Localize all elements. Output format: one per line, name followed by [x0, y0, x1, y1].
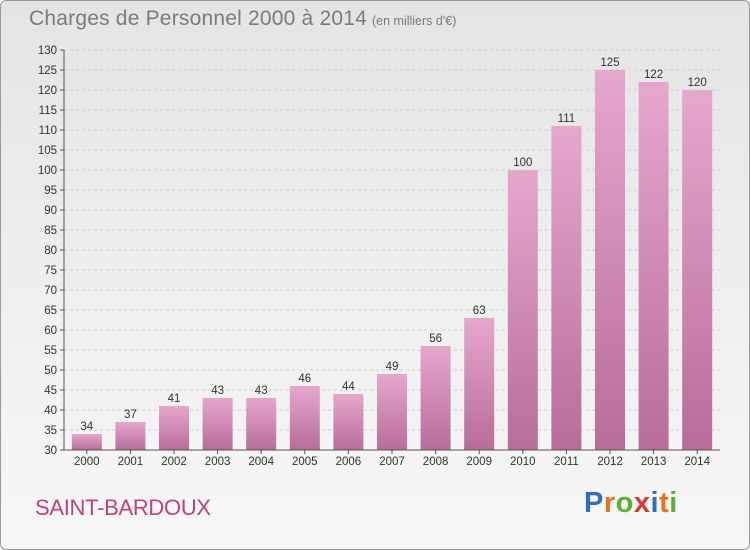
- brand-letter: P: [584, 487, 604, 519]
- labels: 30 35 40 45 50 55 60 65 70 75 80 85 90 95 100 105 110 115…: [38, 45, 711, 468]
- y-tick-label: 120: [38, 85, 57, 97]
- y-tick-label: 30: [44, 445, 57, 457]
- chart-subtitle: (en milliers d'€): [372, 14, 457, 28]
- x-tick-label-2012: 2012: [597, 456, 623, 468]
- brand-letter: t: [659, 487, 670, 519]
- value-label-2006: 44: [342, 381, 355, 393]
- value-label-2010: 100: [513, 157, 532, 169]
- x-tick-label-2013: 2013: [641, 456, 667, 468]
- y-tick-label: 105: [38, 145, 57, 157]
- bar-2011: [551, 126, 582, 450]
- bar-2004: [246, 398, 277, 450]
- value-label-2004: 43: [255, 385, 268, 397]
- y-tick-label: 125: [38, 65, 57, 77]
- value-label-2011: 111: [558, 113, 575, 125]
- x-tick-label-2014: 2014: [684, 456, 710, 468]
- brand-letter: r: [603, 487, 616, 519]
- x-tick-label-2000: 2000: [74, 456, 100, 468]
- bar-2003: [202, 398, 233, 450]
- x-tick-label-2003: 2003: [205, 456, 231, 468]
- bar-2001: [115, 422, 146, 450]
- bar-2014: [682, 90, 713, 450]
- y-tick-label: 115: [39, 105, 57, 117]
- value-label-2002: 41: [168, 393, 181, 405]
- value-label-2003: 43: [211, 385, 224, 397]
- x-tick-label-2005: 2005: [292, 456, 318, 468]
- x-tick-label-2009: 2009: [466, 456, 492, 468]
- value-label-2005: 46: [298, 373, 311, 385]
- value-label-2007: 49: [386, 361, 399, 373]
- proxiti-logo: Proxiti: [584, 487, 678, 520]
- y-tick-label: 110: [39, 125, 57, 137]
- bar-2002: [159, 406, 189, 450]
- value-label-2009: 63: [473, 305, 486, 317]
- bar-2012: [595, 70, 625, 450]
- x-tick-label-2010: 2010: [510, 456, 536, 468]
- y-tick-label: 50: [44, 365, 57, 377]
- bar-2006: [333, 394, 364, 450]
- value-label-2008: 56: [429, 333, 442, 345]
- value-label-2013: 122: [644, 69, 663, 81]
- value-label-2014: 120: [688, 77, 707, 89]
- brand-letter: x: [633, 487, 651, 519]
- y-tick-label: 95: [44, 185, 57, 197]
- y-tick-label: 60: [44, 325, 57, 337]
- y-tick-label: 75: [44, 265, 57, 277]
- bars: [71, 70, 713, 450]
- y-tick-label: 130: [38, 45, 57, 57]
- x-tick-label-2002: 2002: [161, 456, 187, 468]
- y-tick-label: 85: [44, 225, 57, 237]
- bar-2005: [289, 386, 320, 450]
- y-tick-label: 55: [44, 345, 57, 357]
- bar-2000: [71, 434, 102, 450]
- value-label-2012: 125: [600, 57, 619, 69]
- y-tick-label: 80: [44, 245, 57, 257]
- brand-letter: i: [669, 487, 678, 519]
- y-tick-label: 40: [44, 405, 57, 417]
- chart-title: Charges de Personnel 2000 à 2014: [29, 7, 367, 30]
- axes: [60, 49, 720, 454]
- bar-2008: [420, 346, 451, 450]
- x-tick-label-2007: 2007: [379, 456, 405, 468]
- city-name: SAINT-BARDOUX: [35, 495, 211, 520]
- x-tick-label-2011: 2011: [554, 456, 579, 468]
- x-tick-label-2008: 2008: [423, 456, 449, 468]
- value-label-2000: 34: [80, 421, 93, 433]
- y-tick-label: 90: [44, 205, 57, 217]
- bar-2009: [464, 318, 495, 450]
- y-tick-label: 65: [44, 305, 57, 317]
- value-label-2001: 37: [124, 409, 137, 421]
- brand-letter: i: [650, 487, 660, 519]
- y-tick-label: 100: [38, 165, 57, 177]
- brand-letter: o: [615, 487, 634, 519]
- bar-2007: [377, 374, 407, 450]
- x-tick-label-2004: 2004: [248, 456, 274, 468]
- x-tick-label-2006: 2006: [336, 456, 362, 468]
- bar-2010: [507, 170, 538, 450]
- y-tick-label: 70: [44, 285, 57, 297]
- x-tick-label-2001: 2001: [118, 456, 144, 468]
- y-tick-label: 45: [44, 385, 57, 397]
- bar-2013: [638, 82, 669, 450]
- y-tick-label: 35: [44, 425, 57, 437]
